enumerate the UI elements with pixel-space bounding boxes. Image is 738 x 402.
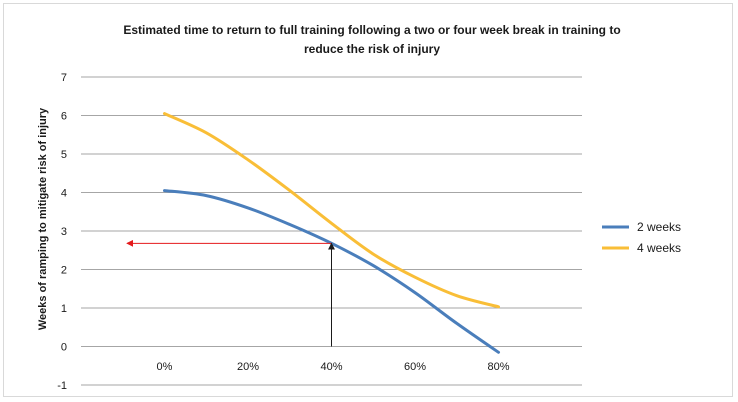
legend-label: 2 weeks	[637, 220, 681, 234]
annotations	[126, 239, 335, 347]
y-tick-label: 6	[61, 111, 67, 123]
chart-title: Estimated time to return to full trainin…	[123, 23, 620, 56]
legend: 2 weeks 4 weeks	[602, 220, 681, 255]
line-chart: Estimated time to return to full trainin…	[37, 23, 681, 392]
x-tick-labels: 0% 20% 40% 60% 80%	[157, 361, 510, 373]
chart-title-line-2: reduce the risk of injury	[304, 42, 440, 56]
y-tick-label: 3	[61, 226, 67, 238]
y-tick-label: 1	[61, 303, 67, 315]
y-tick-labels: -1 0 1 2 3 4 5 6 7	[57, 72, 67, 392]
chart-title-line-1: Estimated time to return to full trainin…	[123, 23, 620, 37]
x-tick-label: 80%	[487, 361, 509, 373]
chart-frame: Estimated time to return to full trainin…	[3, 3, 733, 397]
x-tick-label: 40%	[320, 361, 342, 373]
y-tick-label: 5	[61, 149, 67, 161]
x-tick-label: 20%	[237, 361, 259, 373]
series-line-4-weeks	[163, 112, 500, 309]
y-tick-label: 4	[61, 188, 67, 200]
y-tick-label: 0	[61, 342, 67, 354]
y-tick-label: 7	[61, 72, 67, 84]
y-axis-title: Weeks of ramping to mitigate risk of inj…	[37, 107, 49, 330]
y-tick-label: -1	[57, 380, 67, 392]
gridlines	[81, 76, 582, 386]
x-tick-label: 60%	[404, 361, 426, 373]
y-tick-label: 2	[61, 265, 67, 277]
legend-label: 4 weeks	[637, 241, 681, 255]
x-tick-label: 0%	[157, 361, 173, 373]
